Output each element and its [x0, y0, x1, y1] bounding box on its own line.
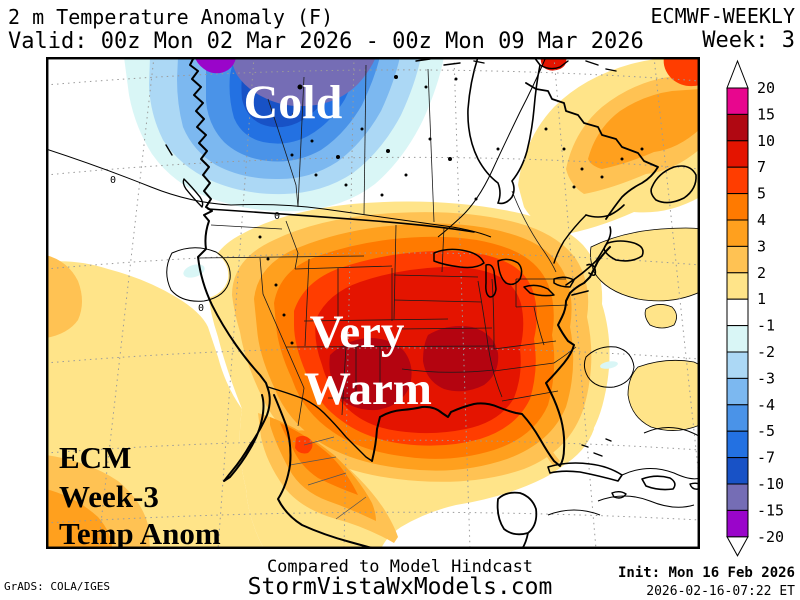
contour-zero-label: 0	[274, 211, 280, 222]
warm-anomaly-fills	[46, 57, 700, 549]
hudson-bay	[467, 57, 541, 205]
colorbar-segment	[726, 166, 749, 195]
colorbar-tick-label: -7	[757, 449, 775, 467]
colorbar-tick-label: -1	[757, 317, 775, 335]
colorbar-arrow-down	[726, 536, 749, 557]
colorbar-arrow-up	[726, 59, 749, 89]
week-number: Week: 3	[702, 28, 795, 53]
colorbar-tick-label: 1	[757, 290, 766, 308]
colorbar-tick-label: -2	[757, 343, 775, 361]
colorbar: 20 15 10 7 5 4 3 2 1 -1 -2 -3 -4 -5 -7 -10 -15 -20	[726, 59, 784, 557]
colorbar-tick-label: 20	[757, 79, 775, 97]
annot-ecm: ECM	[59, 440, 131, 475]
colorbar-segment	[726, 325, 749, 353]
colorbar-segment	[726, 351, 749, 379]
terrain-specks	[258, 75, 644, 345]
footer-compare: Compared to Model Hindcast	[266, 557, 534, 577]
warm-label: Warm	[304, 363, 432, 415]
colorbar-segment	[726, 193, 749, 221]
colorbar-tick-label: 4	[757, 211, 766, 229]
very-label: Very	[310, 306, 405, 358]
colorbar-tick-label: 3	[757, 237, 766, 255]
colorbar-tick-label: 7	[757, 158, 766, 176]
zero-contours	[46, 57, 700, 516]
annot-week3: Week-3	[59, 479, 159, 514]
colorbar-tick-label: 5	[757, 185, 766, 203]
footer-credit: GrADS: COLA/IGES	[4, 580, 110, 593]
latlon-graticule	[46, 57, 700, 549]
model-name: ECMWF-WEEKLY	[650, 4, 796, 28]
contour-zero-label: 0	[198, 303, 204, 314]
footer-site: StormVistaWxModels.com	[247, 574, 553, 600]
colorbar-segment	[726, 219, 749, 247]
colorbar-segment	[726, 272, 749, 300]
colorbar-segment	[726, 404, 749, 432]
valid-range: Valid: 00z Mon 02 Mar 2026 - 00z Mon 09 …	[8, 29, 644, 54]
colorbar-segment	[726, 245, 749, 274]
colorbar-tick-label: -5	[757, 422, 775, 440]
coastlines	[165, 57, 700, 549]
colorbar-segment	[726, 509, 749, 538]
colorbar-segment	[726, 457, 749, 485]
contour-zero-label: 0	[110, 175, 116, 186]
colorbar-segment	[726, 140, 749, 168]
cold-label: Cold	[244, 76, 343, 129]
product-title: 2 m Temperature Anomaly (F)	[8, 5, 334, 29]
annot-tempanom: Temp Anom	[59, 516, 221, 549]
map-canvas: 0 0 0	[46, 57, 700, 549]
colorbar-tick-label: -3	[757, 369, 775, 387]
colorbar-tick-label: 15	[757, 105, 775, 123]
footer-init-time: 2026-02-16-07:22 ET	[646, 584, 795, 599]
colorbar-tick-label: 10	[757, 132, 775, 150]
colorbar-segment	[726, 377, 749, 406]
colorbar-segment	[726, 483, 749, 511]
colorbar-tick-label: -4	[757, 396, 775, 414]
map-frame	[46, 57, 700, 549]
colorbar-tick-label: -15	[757, 501, 784, 519]
colorbar-segment	[726, 298, 749, 327]
colorbar-segment	[726, 113, 749, 142]
colorbar-tick-label: 2	[757, 264, 766, 282]
colorbar-tick-label: -20	[757, 528, 784, 546]
footer-init-date: Init: Mon 16 Feb 2026	[617, 565, 795, 581]
state-borders	[197, 64, 577, 427]
colorbar-tick-label: -10	[757, 475, 784, 493]
colorbar-segment	[726, 430, 749, 459]
mexico-borders	[289, 436, 367, 520]
colorbar-segment	[726, 87, 749, 115]
